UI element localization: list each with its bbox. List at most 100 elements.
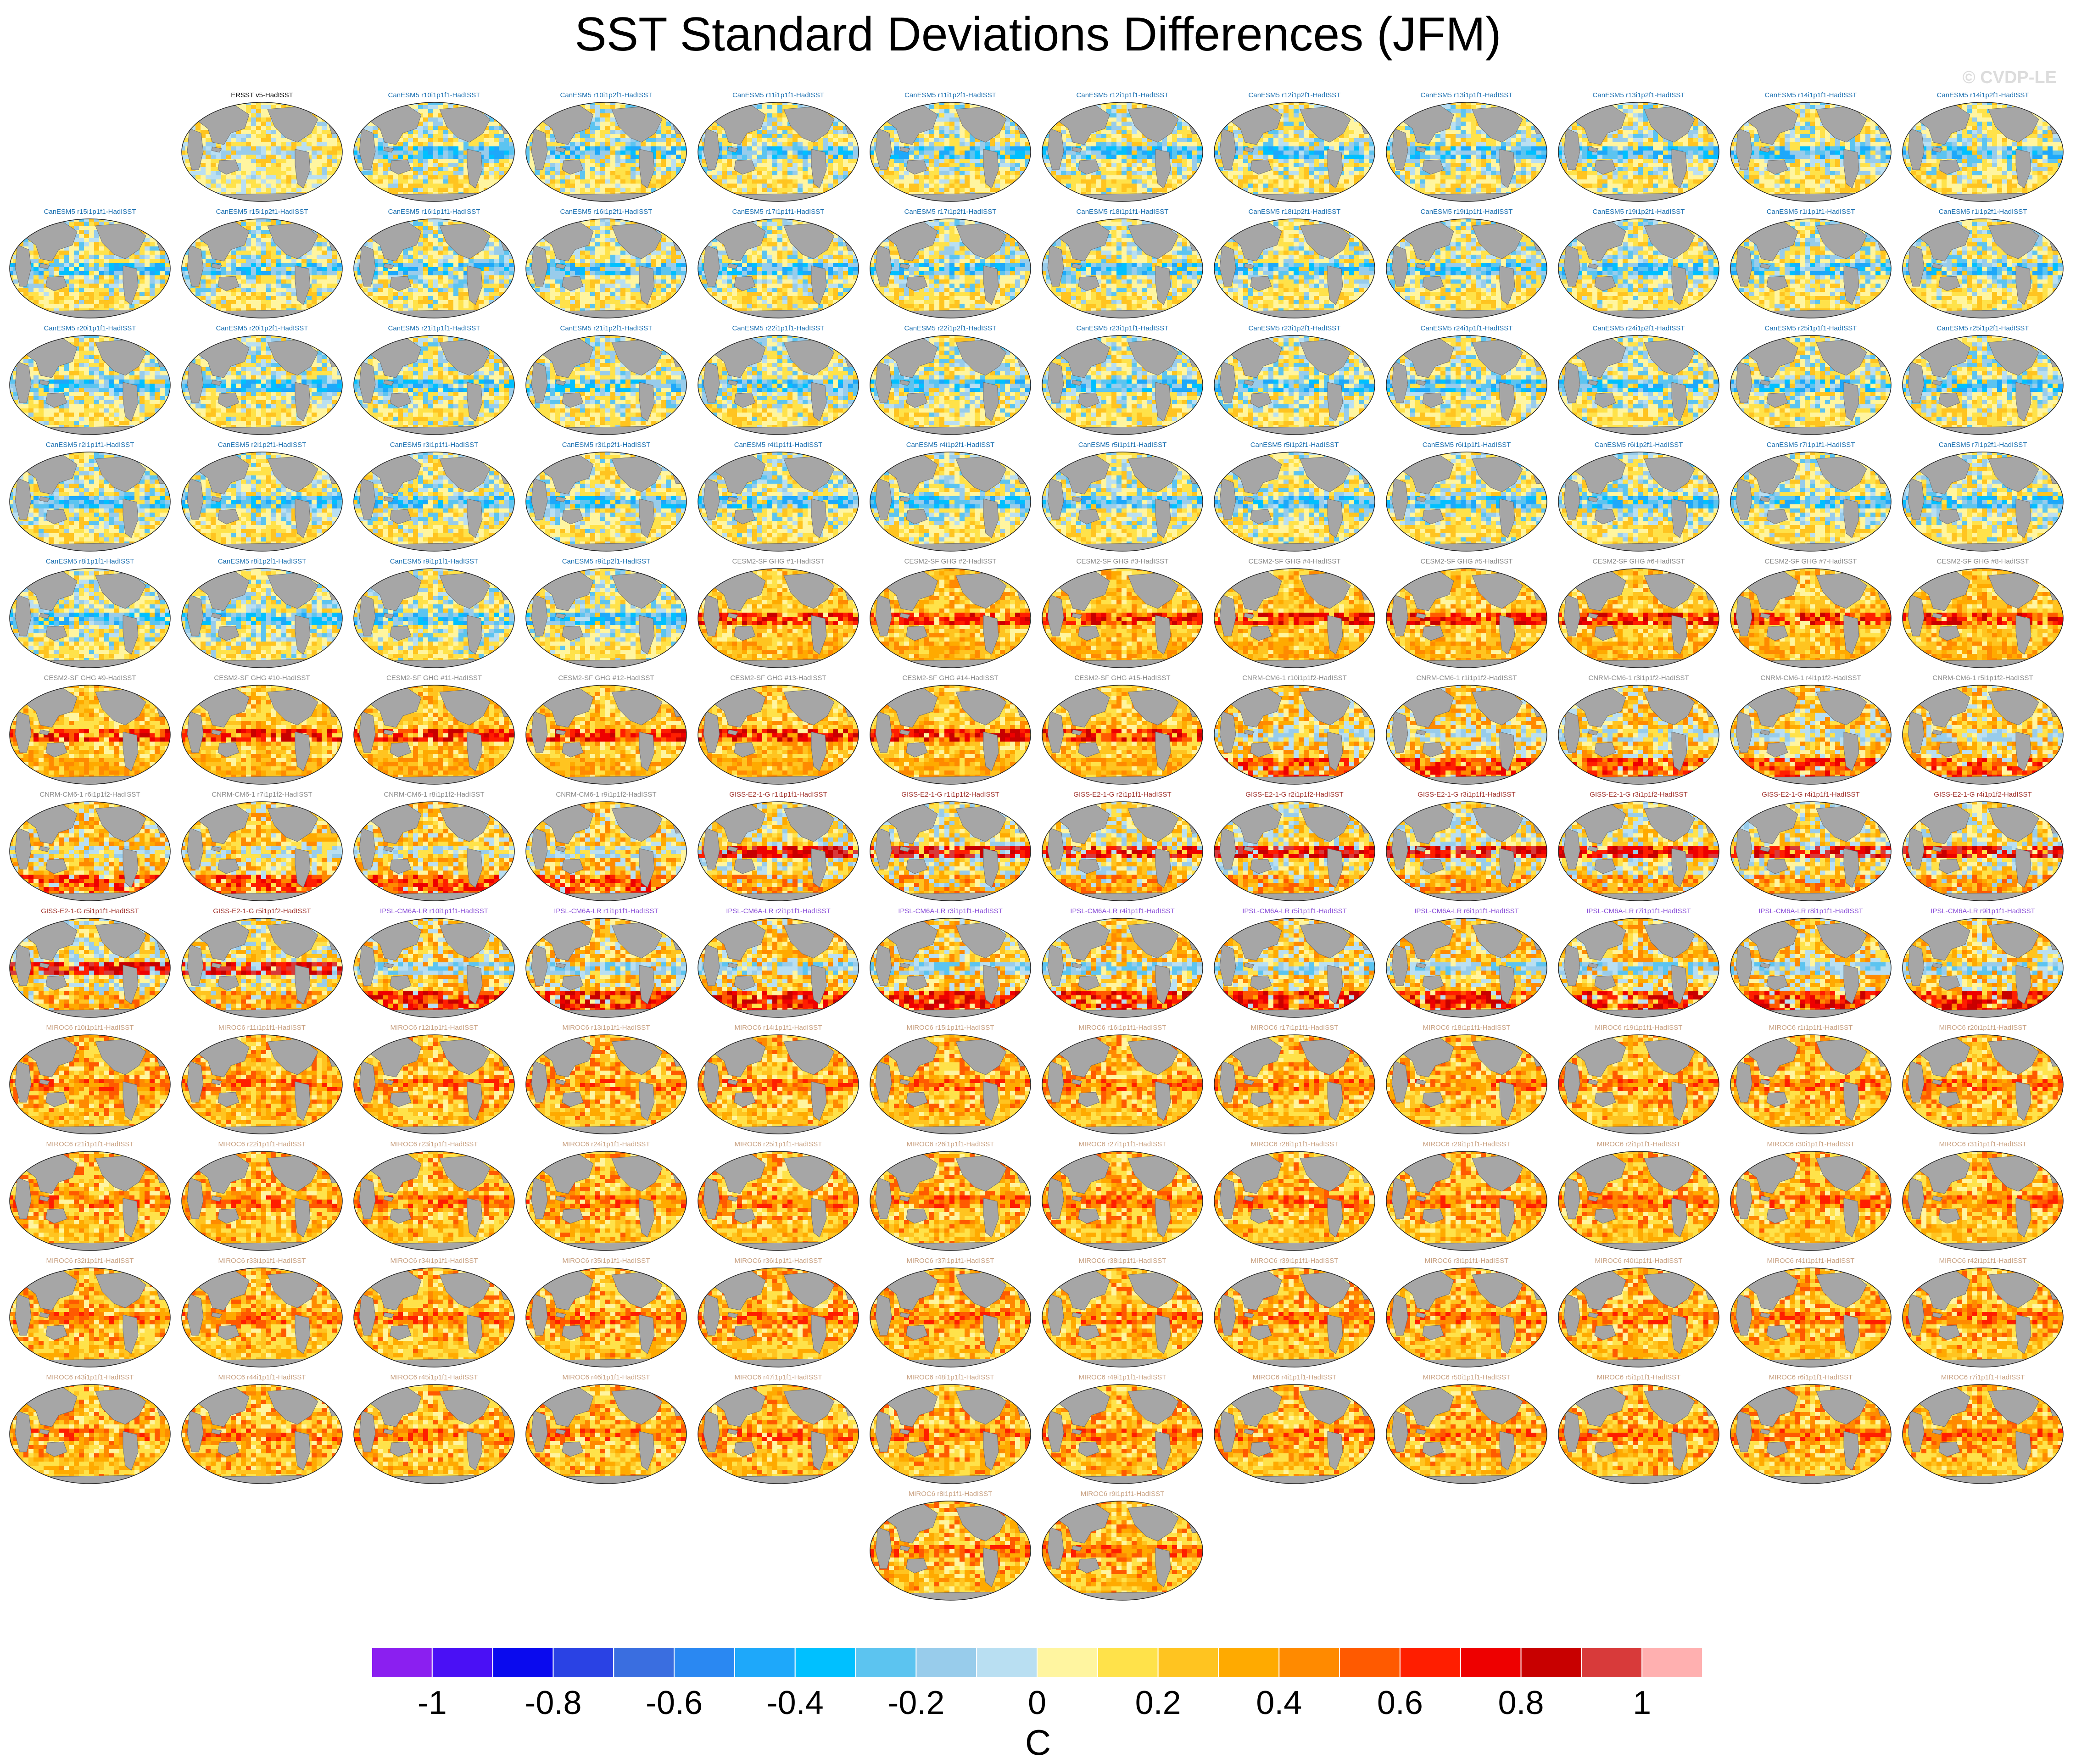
map-panel: MIROC6 r28i1p1f1-HadISST [1209, 1140, 1380, 1256]
colorbar-tick-label: 0 [1028, 1684, 1046, 1722]
map-panel: CNRM-CM6-1 r5i1p1f2-HadISST [1897, 674, 2068, 790]
map-panel-title: MIROC6 r47i1p1f1-HadISST [693, 1373, 864, 1382]
map-panel: CNRM-CM6-1 r1i1p1f2-HadISST [1381, 674, 1552, 790]
sst-difference-map [180, 917, 344, 1019]
map-panel-title: GISS-E2-1-G r4i1p1f2-HadISST [1897, 790, 2068, 799]
map-panel-title: CESM2-SF GHG #4-HadISST [1209, 557, 1380, 566]
map-panel-title: GISS-E2-1-G r4i1p1f1-HadISST [1725, 790, 1896, 799]
sst-difference-map [1729, 917, 1892, 1019]
map-panel: MIROC6 r3i1p1f1-HadISST [1381, 1256, 1552, 1373]
map-panel-title: CanESM5 r24i1p1f1-HadISST [1381, 324, 1552, 333]
map-panel: IPSL-CM6A-LR r1i1p1f1-HadISST [521, 907, 692, 1023]
map-panel-title: CanESM5 r18i1p1f1-HadISST [1037, 207, 1208, 217]
sst-difference-map [697, 101, 860, 203]
colorbar-tick-label: 0.2 [1135, 1684, 1181, 1722]
sst-difference-map [1041, 1383, 1204, 1485]
map-panel-title: CanESM5 r17i1p2f1-HadISST [865, 207, 1036, 217]
map-panel: CanESM5 r20i1p1f1-HadISST [5, 324, 175, 441]
sst-difference-map [352, 800, 516, 902]
map-panel-title: GISS-E2-1-G r3i1p1f2-HadISST [1553, 790, 1724, 799]
sst-difference-map [869, 1267, 1032, 1368]
sst-difference-map [525, 684, 688, 786]
colorbar-tick-label: -1 [418, 1684, 447, 1722]
map-panel: CanESM5 r5i1p1f1-HadISST [1037, 441, 1208, 557]
map-panel-title: MIROC6 r39i1p1f1-HadISST [1209, 1256, 1380, 1266]
sst-difference-map [1385, 451, 1548, 553]
map-panel: CanESM5 r13i1p1f1-HadISST [1381, 91, 1552, 207]
sst-difference-map [1213, 451, 1376, 553]
map-panel: CanESM5 r21i1p2f1-HadISST [521, 324, 692, 441]
map-panel: MIROC6 r17i1p1f1-HadISST [1209, 1023, 1380, 1140]
sst-difference-map [8, 218, 172, 319]
map-panel-title: CanESM5 r22i1p2f1-HadISST [865, 324, 1036, 333]
map-panel-title: CanESM5 r2i1p2f1-HadISST [177, 441, 347, 450]
map-panel: CanESM5 r8i1p2f1-HadISST [177, 557, 347, 674]
map-panel: CanESM5 r7i1p1f1-HadISST [1725, 441, 1896, 557]
map-panel-title: CanESM5 r1i1p2f1-HadISST [1897, 207, 2068, 217]
map-panel: MIROC6 r21i1p1f1-HadISST [5, 1140, 175, 1256]
map-panel-title: CanESM5 r3i1p1f1-HadISST [349, 441, 519, 450]
map-panel-title: CESM2-SF GHG #9-HadISST [5, 674, 175, 683]
map-panel: MIROC6 r12i1p1f1-HadISST [349, 1023, 519, 1140]
map-panel-title: CanESM5 r19i1p2f1-HadISST [1553, 207, 1724, 217]
sst-difference-map [1041, 218, 1204, 319]
map-panel: GISS-E2-1-G r5i1p1f1-HadISST [5, 907, 175, 1023]
map-panel: MIROC6 r15i1p1f1-HadISST [865, 1023, 1036, 1140]
map-panel: CNRM-CM6-1 r6i1p1f2-HadISST [5, 790, 175, 907]
sst-difference-map [1385, 917, 1548, 1019]
sst-difference-map [1213, 684, 1376, 786]
map-panel-title: MIROC6 r50i1p1f1-HadISST [1381, 1373, 1552, 1382]
map-panel: CanESM5 r20i1p2f1-HadISST [177, 324, 347, 441]
map-panel: MIROC6 r23i1p1f1-HadISST [349, 1140, 519, 1256]
map-panel: CNRM-CM6-1 r9i1p1f2-HadISST [521, 790, 692, 907]
map-panel-title: CanESM5 r21i1p2f1-HadISST [521, 324, 692, 333]
map-panel: MIROC6 r36i1p1f1-HadISST [693, 1256, 864, 1373]
map-panel: CESM2-SF GHG #7-HadISST [1725, 557, 1896, 674]
map-panel-title: MIROC6 r16i1p1f1-HadISST [1037, 1023, 1208, 1033]
map-panel: IPSL-CM6A-LR r10i1p1f1-HadISST [349, 907, 519, 1023]
sst-difference-map [352, 451, 516, 553]
map-panel-title: CanESM5 r1i1p1f1-HadISST [1725, 207, 1896, 217]
sst-difference-map [1557, 800, 1720, 902]
sst-difference-map [1385, 1150, 1548, 1252]
map-panel-title: CanESM5 r13i1p1f1-HadISST [1381, 91, 1552, 100]
sst-difference-map [1041, 451, 1204, 553]
sst-difference-map [8, 1267, 172, 1368]
sst-difference-map [1729, 218, 1892, 319]
map-panel-title: MIROC6 r5i1p1f1-HadISST [1553, 1373, 1724, 1382]
map-panel: CanESM5 r17i1p1f1-HadISST [693, 207, 864, 324]
sst-difference-map [352, 334, 516, 436]
map-panel: CanESM5 r23i1p1f1-HadISST [1037, 324, 1208, 441]
map-panel: CanESM5 r19i1p1f1-HadISST [1381, 207, 1552, 324]
map-panel: MIROC6 r22i1p1f1-HadISST [177, 1140, 347, 1256]
map-panel: CNRM-CM6-1 r7i1p1f2-HadISST [177, 790, 347, 907]
sst-difference-map [352, 917, 516, 1019]
map-panel-title: IPSL-CM6A-LR r8i1p1f1-HadISST [1725, 907, 1896, 916]
map-panel: CESM2-SF GHG #11-HadISST [349, 674, 519, 790]
map-panel: MIROC6 r14i1p1f1-HadISST [693, 1023, 864, 1140]
sst-difference-map [1729, 684, 1892, 786]
map-panel-title: MIROC6 r25i1p1f1-HadISST [693, 1140, 864, 1149]
colorbar-tick-label: 1 [1633, 1684, 1651, 1722]
sst-difference-map [1041, 800, 1204, 902]
map-panel: CanESM5 r25i1p2f1-HadISST [1897, 324, 2068, 441]
map-panel: MIROC6 r37i1p1f1-HadISST [865, 1256, 1036, 1373]
map-panel: GISS-E2-1-G r2i1p1f1-HadISST [1037, 790, 1208, 907]
sst-difference-map [1041, 101, 1204, 203]
sst-difference-map [1901, 101, 2065, 203]
colorbar-units: C [1025, 1722, 1051, 1764]
map-panel-title: MIROC6 r14i1p1f1-HadISST [693, 1023, 864, 1033]
colorbar-tick-label: 0.6 [1377, 1684, 1423, 1722]
map-panel-title: MIROC6 r6i1p1f1-HadISST [1725, 1373, 1896, 1382]
map-panel: CanESM5 r22i1p2f1-HadISST [865, 324, 1036, 441]
map-panel: MIROC6 r31i1p1f1-HadISST [1897, 1140, 2068, 1256]
map-panel: CanESM5 r11i1p1f1-HadISST [693, 91, 864, 207]
sst-difference-map [697, 1150, 860, 1252]
map-panel: CESM2-SF GHG #4-HadISST [1209, 557, 1380, 674]
map-panel-title: CNRM-CM6-1 r9i1p1f2-HadISST [521, 790, 692, 799]
sst-difference-map [1213, 101, 1376, 203]
sst-difference-map [525, 101, 688, 203]
map-panel-title: MIROC6 r23i1p1f1-HadISST [349, 1140, 519, 1149]
map-panel: CESM2-SF GHG #15-HadISST [1037, 674, 1208, 790]
map-panel-title: MIROC6 r28i1p1f1-HadISST [1209, 1140, 1380, 1149]
